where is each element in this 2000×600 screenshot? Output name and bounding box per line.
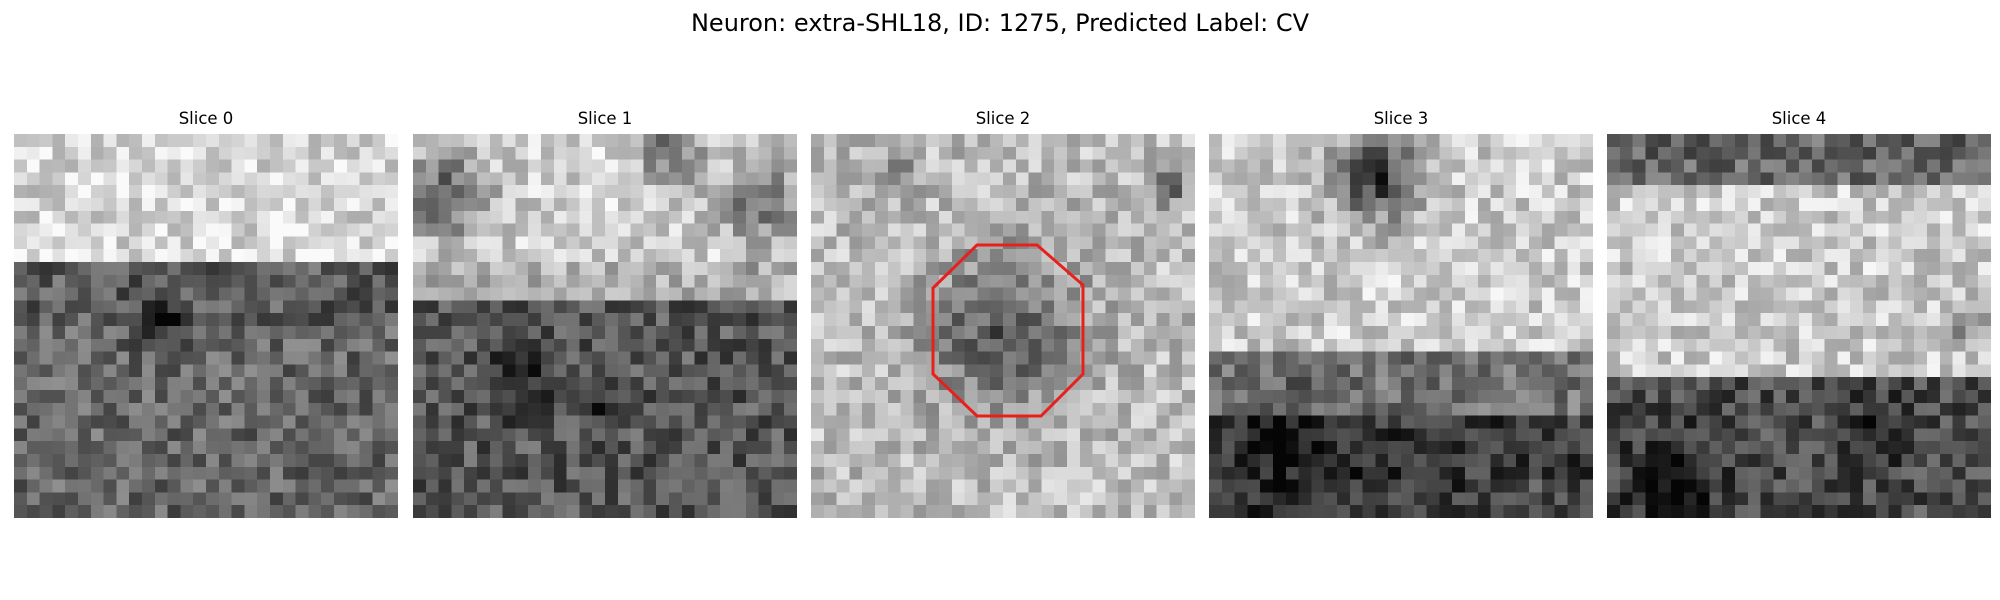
slice-title-1: Slice 1 bbox=[577, 109, 633, 128]
slice-image-0 bbox=[14, 134, 398, 518]
roi-outline bbox=[931, 243, 1085, 418]
slice-panel-3 bbox=[1209, 134, 1593, 518]
slice-title-4: Slice 4 bbox=[1771, 109, 1827, 128]
slice-panel-4 bbox=[1607, 134, 1991, 518]
slice-image-1 bbox=[413, 134, 797, 518]
roi-octagon bbox=[931, 243, 1085, 418]
figure-title: Neuron: extra-SHL18, ID: 1275, Predicted… bbox=[690, 9, 1310, 37]
slice-title-3: Slice 3 bbox=[1373, 109, 1429, 128]
slice-title-2: Slice 2 bbox=[975, 109, 1031, 128]
slice-image-2 bbox=[811, 134, 1195, 518]
slice-image-4 bbox=[1607, 134, 1991, 518]
slice-panel-2 bbox=[811, 134, 1195, 518]
slice-image-3 bbox=[1209, 134, 1593, 518]
slice-panel-0 bbox=[14, 134, 398, 518]
slice-title-0: Slice 0 bbox=[178, 109, 234, 128]
slice-panel-1 bbox=[413, 134, 797, 518]
